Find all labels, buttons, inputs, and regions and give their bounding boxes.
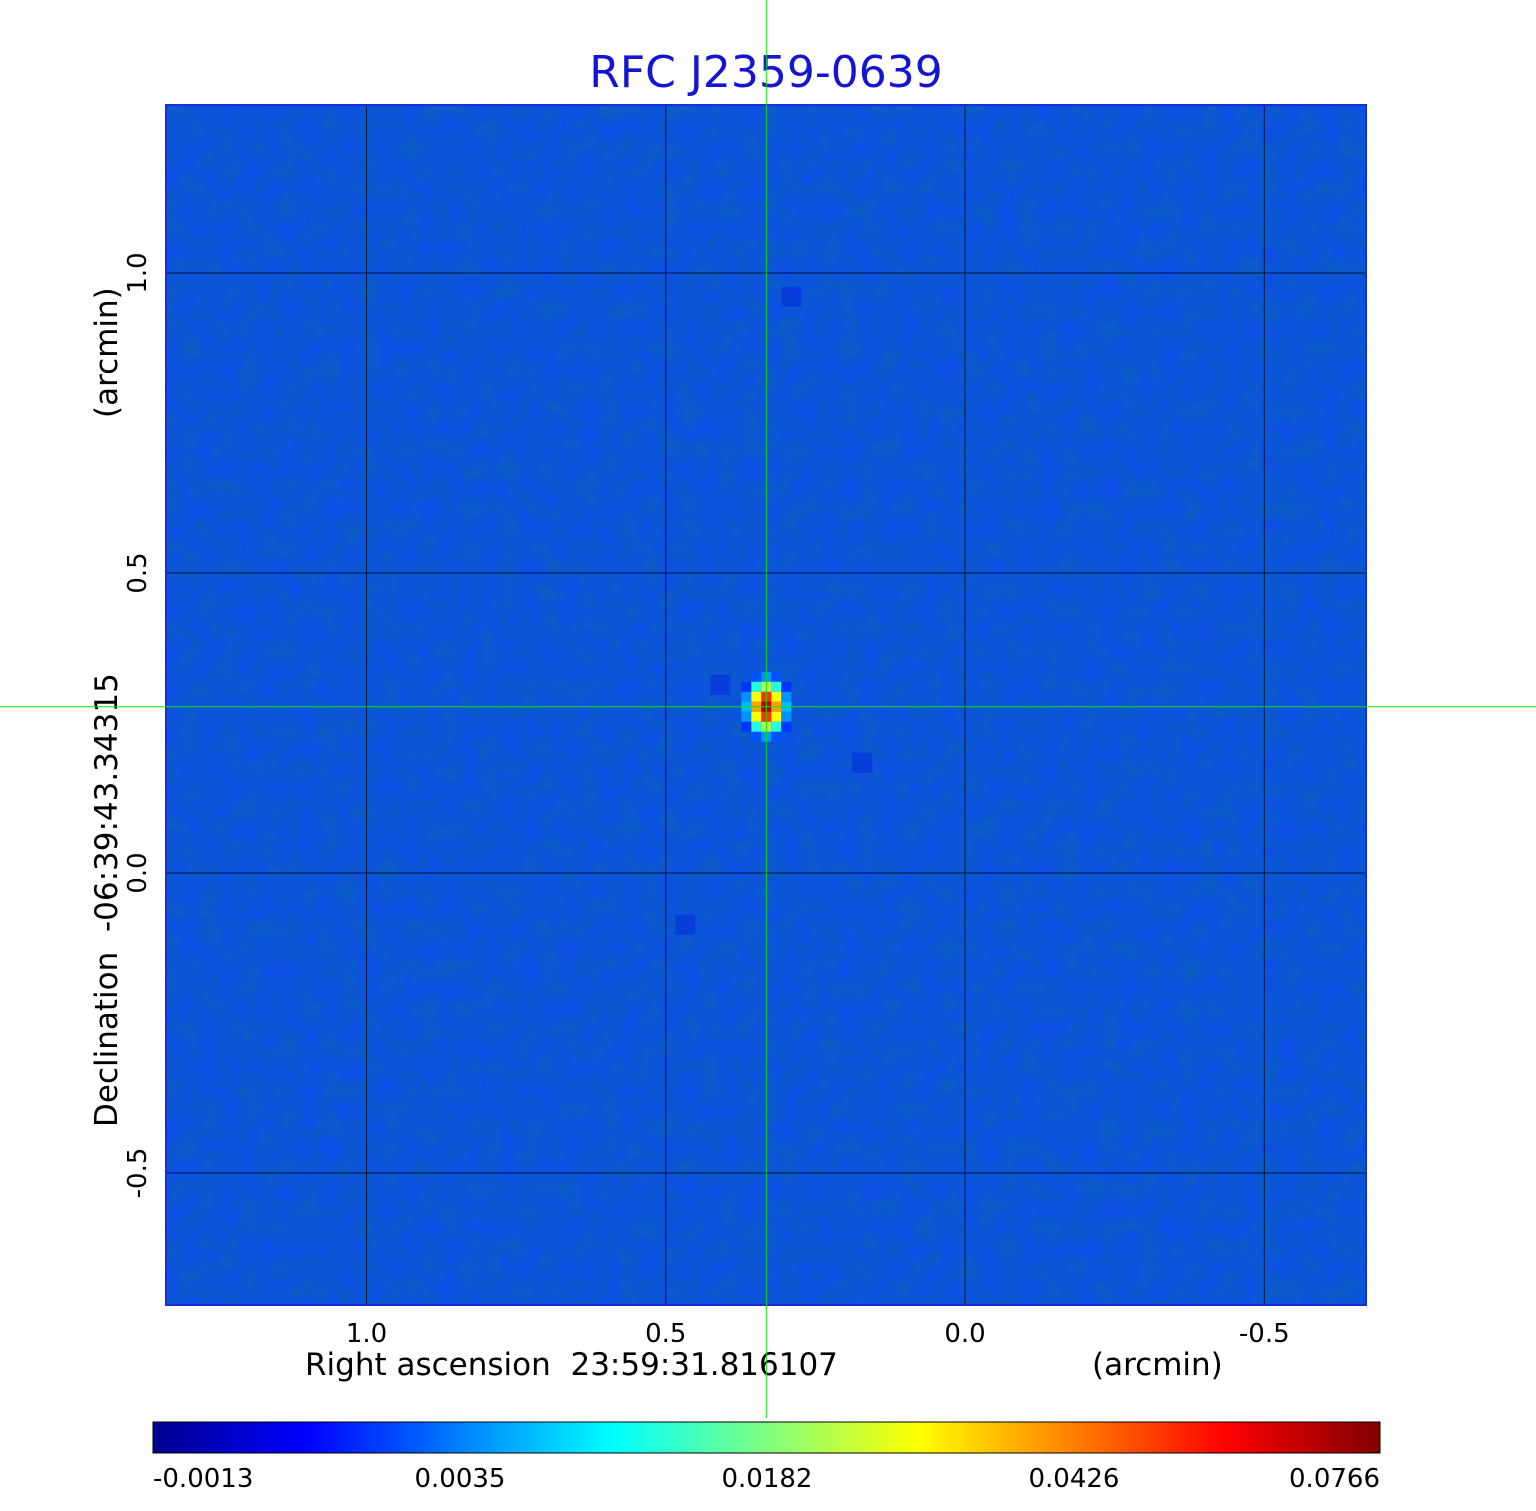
source-pixel <box>741 721 752 732</box>
colorbar-tick-labels: -0.0013 0.0035 0.0182 0.0426 0.0766 <box>153 1464 1380 1494</box>
y-tick-label: 0.5 <box>123 552 153 593</box>
source-pixel <box>751 731 762 742</box>
x-tick-label: 0.0 <box>944 1319 985 1349</box>
source-pixel <box>751 721 762 732</box>
source-pixel <box>771 731 782 742</box>
sidelobe-patch <box>710 674 731 695</box>
y-tick-label: -0.5 <box>123 1148 153 1199</box>
source-pixel <box>771 691 782 702</box>
colorbar-tick-label: 0.0426 <box>1029 1464 1120 1494</box>
y-tick-labels: 1.0 0.5 0.0 -0.5 <box>123 252 153 1198</box>
x-tick-label: 0.5 <box>645 1319 686 1349</box>
x-tick-label: -0.5 <box>1239 1319 1290 1349</box>
x-axis-label: Right ascension 23:59:31.816107 <box>305 1347 838 1383</box>
colorbar-tick-label: 0.0182 <box>722 1464 813 1494</box>
source-pixel <box>781 711 792 722</box>
crosshair <box>0 0 1536 1418</box>
colorbar-tick-label: 0.0766 <box>1289 1464 1380 1494</box>
source-pixel <box>771 711 782 722</box>
source-pixel <box>741 691 752 702</box>
y-axis-unit: (arcmin) <box>89 287 125 418</box>
source-pixel <box>771 681 782 692</box>
source-pixel <box>751 691 762 702</box>
x-axis-unit: (arcmin) <box>1092 1347 1223 1383</box>
y-tick-label: 0.0 <box>123 852 153 893</box>
colorbar-gradient <box>152 1421 1381 1454</box>
source-pixel <box>781 691 792 702</box>
source-pixel <box>741 711 752 722</box>
y-tick-label: 1.0 <box>123 252 153 293</box>
source-pixel <box>771 671 782 682</box>
source-pixel <box>771 721 782 732</box>
colorbar-tick-label: 0.0035 <box>415 1464 506 1494</box>
x-tick-labels: 1.0 0.5 0.0 -0.5 <box>346 1319 1290 1349</box>
source-pixel <box>751 671 762 682</box>
sidelobe-patch <box>675 914 696 935</box>
source-pixel <box>741 681 752 692</box>
source-pixel <box>781 721 792 732</box>
sidelobe-patch <box>781 286 802 307</box>
colorbar-tick-label: -0.0013 <box>153 1464 253 1494</box>
sidelobe-patch <box>852 752 873 773</box>
source-pixel <box>751 681 762 692</box>
source-pixel <box>781 681 792 692</box>
source-pixel <box>751 711 762 722</box>
y-axis-label: Declination -06:39:43.34315 <box>89 673 125 1127</box>
x-tick-label: 1.0 <box>346 1319 387 1349</box>
colorbar: -0.0013 0.0035 0.0182 0.0426 0.0766 <box>152 1421 1381 1494</box>
